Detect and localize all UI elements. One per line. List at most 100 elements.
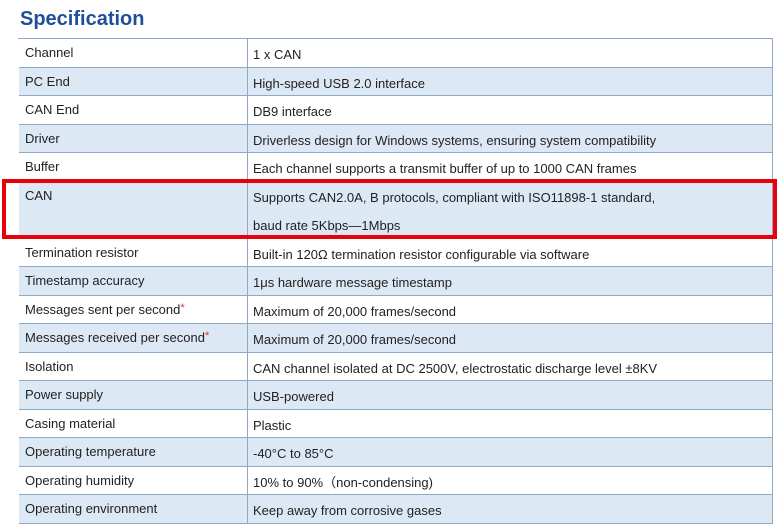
column-separator [247,267,248,295]
table-row: CAN End DB9 interface [19,96,773,125]
table-row: Isolation CAN channel isolated at DC 2500… [19,352,773,384]
column-separator [247,181,248,238]
label-text: Isolation [25,358,74,374]
row-label: Buffer [25,159,59,174]
label-text: PC End [25,73,70,89]
row-label: Operating environment [25,501,157,516]
table-row: Timestamp accuracy 1μs hardware message t… [19,267,773,296]
footnote-mark: * [180,301,185,314]
label-text: Power supply [25,387,104,402]
value-line: Plastic [253,417,292,433]
row-value: High-speed USB 2.0 interface [253,70,425,99]
row-value: 1μs hardware message timestamp [253,269,452,298]
column-separator [247,466,248,494]
row-label: Messages received per second* [25,330,209,345]
value-line: High-speed USB 2.0 interface [253,75,425,91]
row-label: Termination resistor [25,245,138,260]
value-line: -40°C to 85°C [253,446,334,461]
label-text: Driver [25,130,60,146]
row-label: Driver [25,131,60,146]
row-value: CAN channel isolated at DC 2500V, electr… [253,355,657,384]
value-line: Driverless design for Windows systems, e… [253,132,657,148]
row-label: Casing material [25,416,115,431]
column-separator [247,67,248,95]
value-line: baud rate 5Kbps—1Mbps [253,218,401,233]
value-line: 10% to 90%（non-condensing) [253,474,433,490]
label-text: Messages sent per second [25,301,181,317]
column-separator [247,238,248,266]
row-label: Operating temperature [25,444,156,459]
table-row: Casing material Plastic [19,409,773,441]
label-text: Buffer [25,159,60,174]
row-label: Power supply [25,387,103,402]
column-separator [247,409,248,437]
column-separator [247,96,248,124]
spec-table: Channel 1 x CAN PC End High-speed USB 2.0 i… [18,38,773,524]
label-text: CAN End [25,102,80,117]
value-line: Each channel supports a transmit buffer … [253,161,637,176]
label-text: Timestamp accuracy [25,273,145,288]
row-value: Supports CAN2.0A, B protocols, compliant… [253,184,655,241]
row-label: Operating humidity [25,473,134,488]
value-line: Maximum of 20,000 frames/second [253,303,457,319]
row-value: Maximum of 20,000 frames/second [253,298,456,327]
table-row: Operating humidity 10% to 90%（non-condens… [19,466,773,498]
table-row: Power supply USB-powered [19,381,773,410]
label-text: Casing material [25,415,116,431]
table-row: Messages received per second* Maximum of … [19,324,773,353]
value-line: Built-in 120Ω termination resistor confi… [253,246,590,262]
value-line: Keep away from corrosive gases [253,503,442,518]
footnote-mark: * [204,330,210,342]
table-row: Messages sent per second* Maximum of 20,0… [19,295,773,327]
column-separator [247,153,248,181]
table-row: Operating environment Keep away from corr… [19,495,773,524]
label-text: Operating temperature [25,444,156,459]
row-value: Maximum of 20,000 frames/second [253,326,456,355]
value-line: CAN channel isolated at DC 2500V, electr… [253,360,658,376]
value-line: Maximum of 20,000 frames/second [253,332,457,347]
row-label: CAN [25,188,52,203]
row-value: USB-powered [253,383,334,412]
label-text: Operating environment [25,501,158,516]
column-separator [247,39,248,67]
value-line: 1 x CAN [253,47,302,62]
table-row: PC End High-speed USB 2.0 interface [19,67,773,99]
row-value: 10% to 90%（non-condensing) [253,469,433,498]
title: Specification [20,8,145,30]
row-value: Driverless design for Windows systems, e… [253,127,656,156]
value-line: Supports CAN2.0A, B protocols, compliant… [253,189,656,205]
row-label: CAN End [25,102,79,117]
value-line: 1μs hardware message timestamp [253,275,452,290]
row-value: -40°C to 85°C [253,440,334,469]
label-text: Termination resistor [25,244,139,260]
row-value: 1 x CAN [253,41,301,70]
label-text: Messages received per second [25,330,205,345]
row-value: DB9 interface [253,98,332,127]
table-row: Driver Driverless design for Windows syst… [19,124,773,156]
table-row: Operating temperature -40°C to 85°C [19,438,773,467]
column-separator [247,495,248,523]
row-value: Plastic [253,412,291,441]
column-separator [247,324,248,352]
row-label: Messages sent per second* [25,302,185,317]
table-row: Channel 1 x CAN [19,39,773,68]
row-value: Each channel supports a transmit buffer … [253,155,636,184]
label-text: Channel [25,45,74,60]
column-separator [247,438,248,466]
row-value: Built-in 120Ω termination resistor confi… [253,241,589,270]
table-row: Termination resistor Built-in 120Ω termin… [19,238,773,270]
row-label: Timestamp accuracy [25,273,144,288]
value-line: DB9 interface [253,104,332,119]
row-label: Channel [25,45,73,60]
column-separator [247,124,248,152]
column-separator [247,381,248,409]
column-separator [247,352,248,380]
row-label: PC End [25,74,70,89]
row-label: Isolation [25,359,73,374]
highlight-box [2,179,777,239]
label-text: Operating humidity [25,472,135,488]
label-text: CAN [25,187,53,203]
column-separator [247,295,248,323]
value-line: USB-powered [253,389,334,404]
